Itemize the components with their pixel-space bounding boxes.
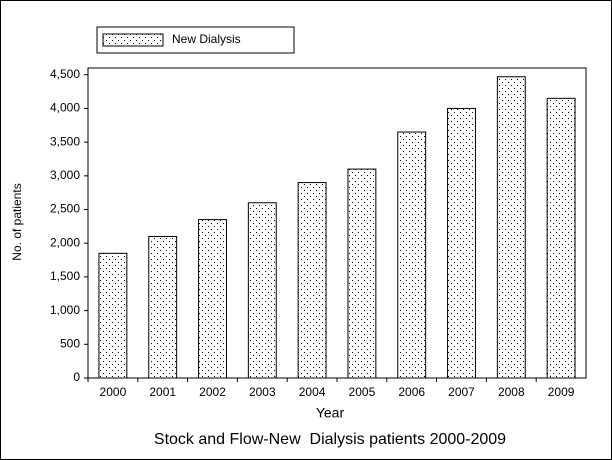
x-tick-label: 2006 [398, 385, 425, 399]
bar [98, 252, 128, 379]
y-tick-label: 3,000 [50, 168, 80, 182]
y-tick-label: 3,500 [50, 134, 80, 148]
y-tick-label: 500 [60, 336, 80, 350]
x-tick-label: 2002 [199, 385, 226, 399]
x-axis-label: Year [316, 405, 345, 421]
y-tick-label: 4,500 [50, 67, 80, 81]
y-tick-label: 1,000 [50, 303, 80, 317]
bar [198, 219, 227, 379]
x-tick-label: 2004 [299, 385, 326, 399]
y-tick-label: 2,000 [50, 235, 80, 249]
x-tick-label: 2009 [548, 385, 575, 399]
bar [347, 168, 377, 379]
x-tick-label: 2001 [149, 385, 176, 399]
x-tick-label: 2000 [100, 385, 127, 399]
y-tick-label: 2,500 [50, 202, 80, 216]
legend-label: New Dialysis [172, 32, 241, 46]
x-tick-label: 2008 [498, 385, 525, 399]
y-tick-label: 1,500 [50, 269, 80, 283]
bar [546, 97, 576, 379]
bar [496, 76, 526, 379]
x-tick-label: 2003 [249, 385, 276, 399]
x-tick-label: 2007 [448, 385, 475, 399]
bar [397, 131, 427, 379]
legend-swatch [102, 33, 164, 47]
bar [297, 182, 327, 379]
bar [148, 235, 178, 379]
bar [247, 202, 277, 379]
x-tick-label: 2005 [349, 385, 376, 399]
y-tick-label: 0 [73, 370, 80, 384]
y-axis-label: No. of patients [10, 183, 24, 260]
bar [447, 107, 476, 379]
chart-title: Stock and Flow-New Dialysis patients 200… [154, 431, 506, 448]
y-tick-label: 4,000 [50, 101, 80, 115]
